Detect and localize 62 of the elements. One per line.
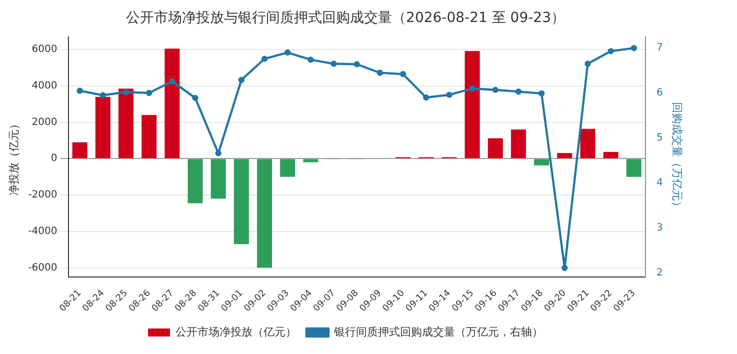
point <box>538 90 545 97</box>
bar <box>488 138 503 158</box>
point <box>562 264 568 271</box>
y-tick-label: -6000 <box>28 262 58 274</box>
y2-axis-title: 回购成交量（万亿元） <box>670 102 684 212</box>
bar <box>580 128 596 158</box>
bar <box>464 50 480 158</box>
bar <box>210 159 226 199</box>
point <box>354 61 360 68</box>
bar <box>534 159 550 166</box>
point <box>492 86 498 93</box>
y2-tick-label: 7 <box>656 42 663 54</box>
bar <box>626 159 642 177</box>
bar <box>603 152 618 158</box>
point <box>608 48 614 54</box>
point <box>515 88 522 95</box>
bar <box>164 48 180 158</box>
y-tick-label: 2000 <box>32 116 58 128</box>
y-tick-label: -4000 <box>28 226 58 237</box>
y-axis-title: 净投放（亿元） <box>7 118 20 196</box>
y-tick-label: 4000 <box>32 80 58 92</box>
point <box>400 71 406 78</box>
point <box>169 78 176 84</box>
y2-tick-label: 3 <box>656 222 663 234</box>
point <box>146 90 152 96</box>
point <box>192 94 198 102</box>
point <box>261 56 268 62</box>
bar <box>142 115 157 158</box>
y-tick-label: 0 <box>50 153 58 164</box>
bar <box>280 159 296 177</box>
point <box>122 89 130 96</box>
bar <box>118 88 134 158</box>
point <box>376 70 384 76</box>
y2-tick-label: 5 <box>656 132 663 144</box>
point <box>630 44 637 52</box>
bar <box>95 96 110 158</box>
point <box>584 60 591 67</box>
legend-label: 银行间质押式回购成交量（万亿元，右轴） <box>333 325 543 338</box>
point <box>469 85 476 92</box>
bar <box>303 159 318 162</box>
y2-tick-label: 6 <box>656 88 663 99</box>
point <box>330 60 337 67</box>
point <box>238 76 245 84</box>
y2-tick-label: 4 <box>656 178 663 189</box>
point <box>100 92 106 98</box>
y-tick-label: -2000 <box>28 190 58 201</box>
chart-title: 公开市场净投放与银行间质押式回购成交量（2026-08-21 至 09-23） <box>126 10 565 26</box>
bar <box>234 159 249 244</box>
point <box>308 56 314 63</box>
point <box>215 150 222 156</box>
bar <box>72 142 88 158</box>
bar <box>557 153 572 158</box>
point <box>284 49 291 56</box>
y2-tick-label: 2 <box>656 267 663 278</box>
y-tick-label: 6000 <box>32 44 58 56</box>
bar <box>188 159 203 204</box>
point <box>76 88 83 94</box>
bar <box>256 159 272 268</box>
point <box>423 94 430 101</box>
point <box>446 92 452 98</box>
bar <box>510 130 526 158</box>
legend-label: 公开市场净投放（亿元） <box>176 325 296 338</box>
